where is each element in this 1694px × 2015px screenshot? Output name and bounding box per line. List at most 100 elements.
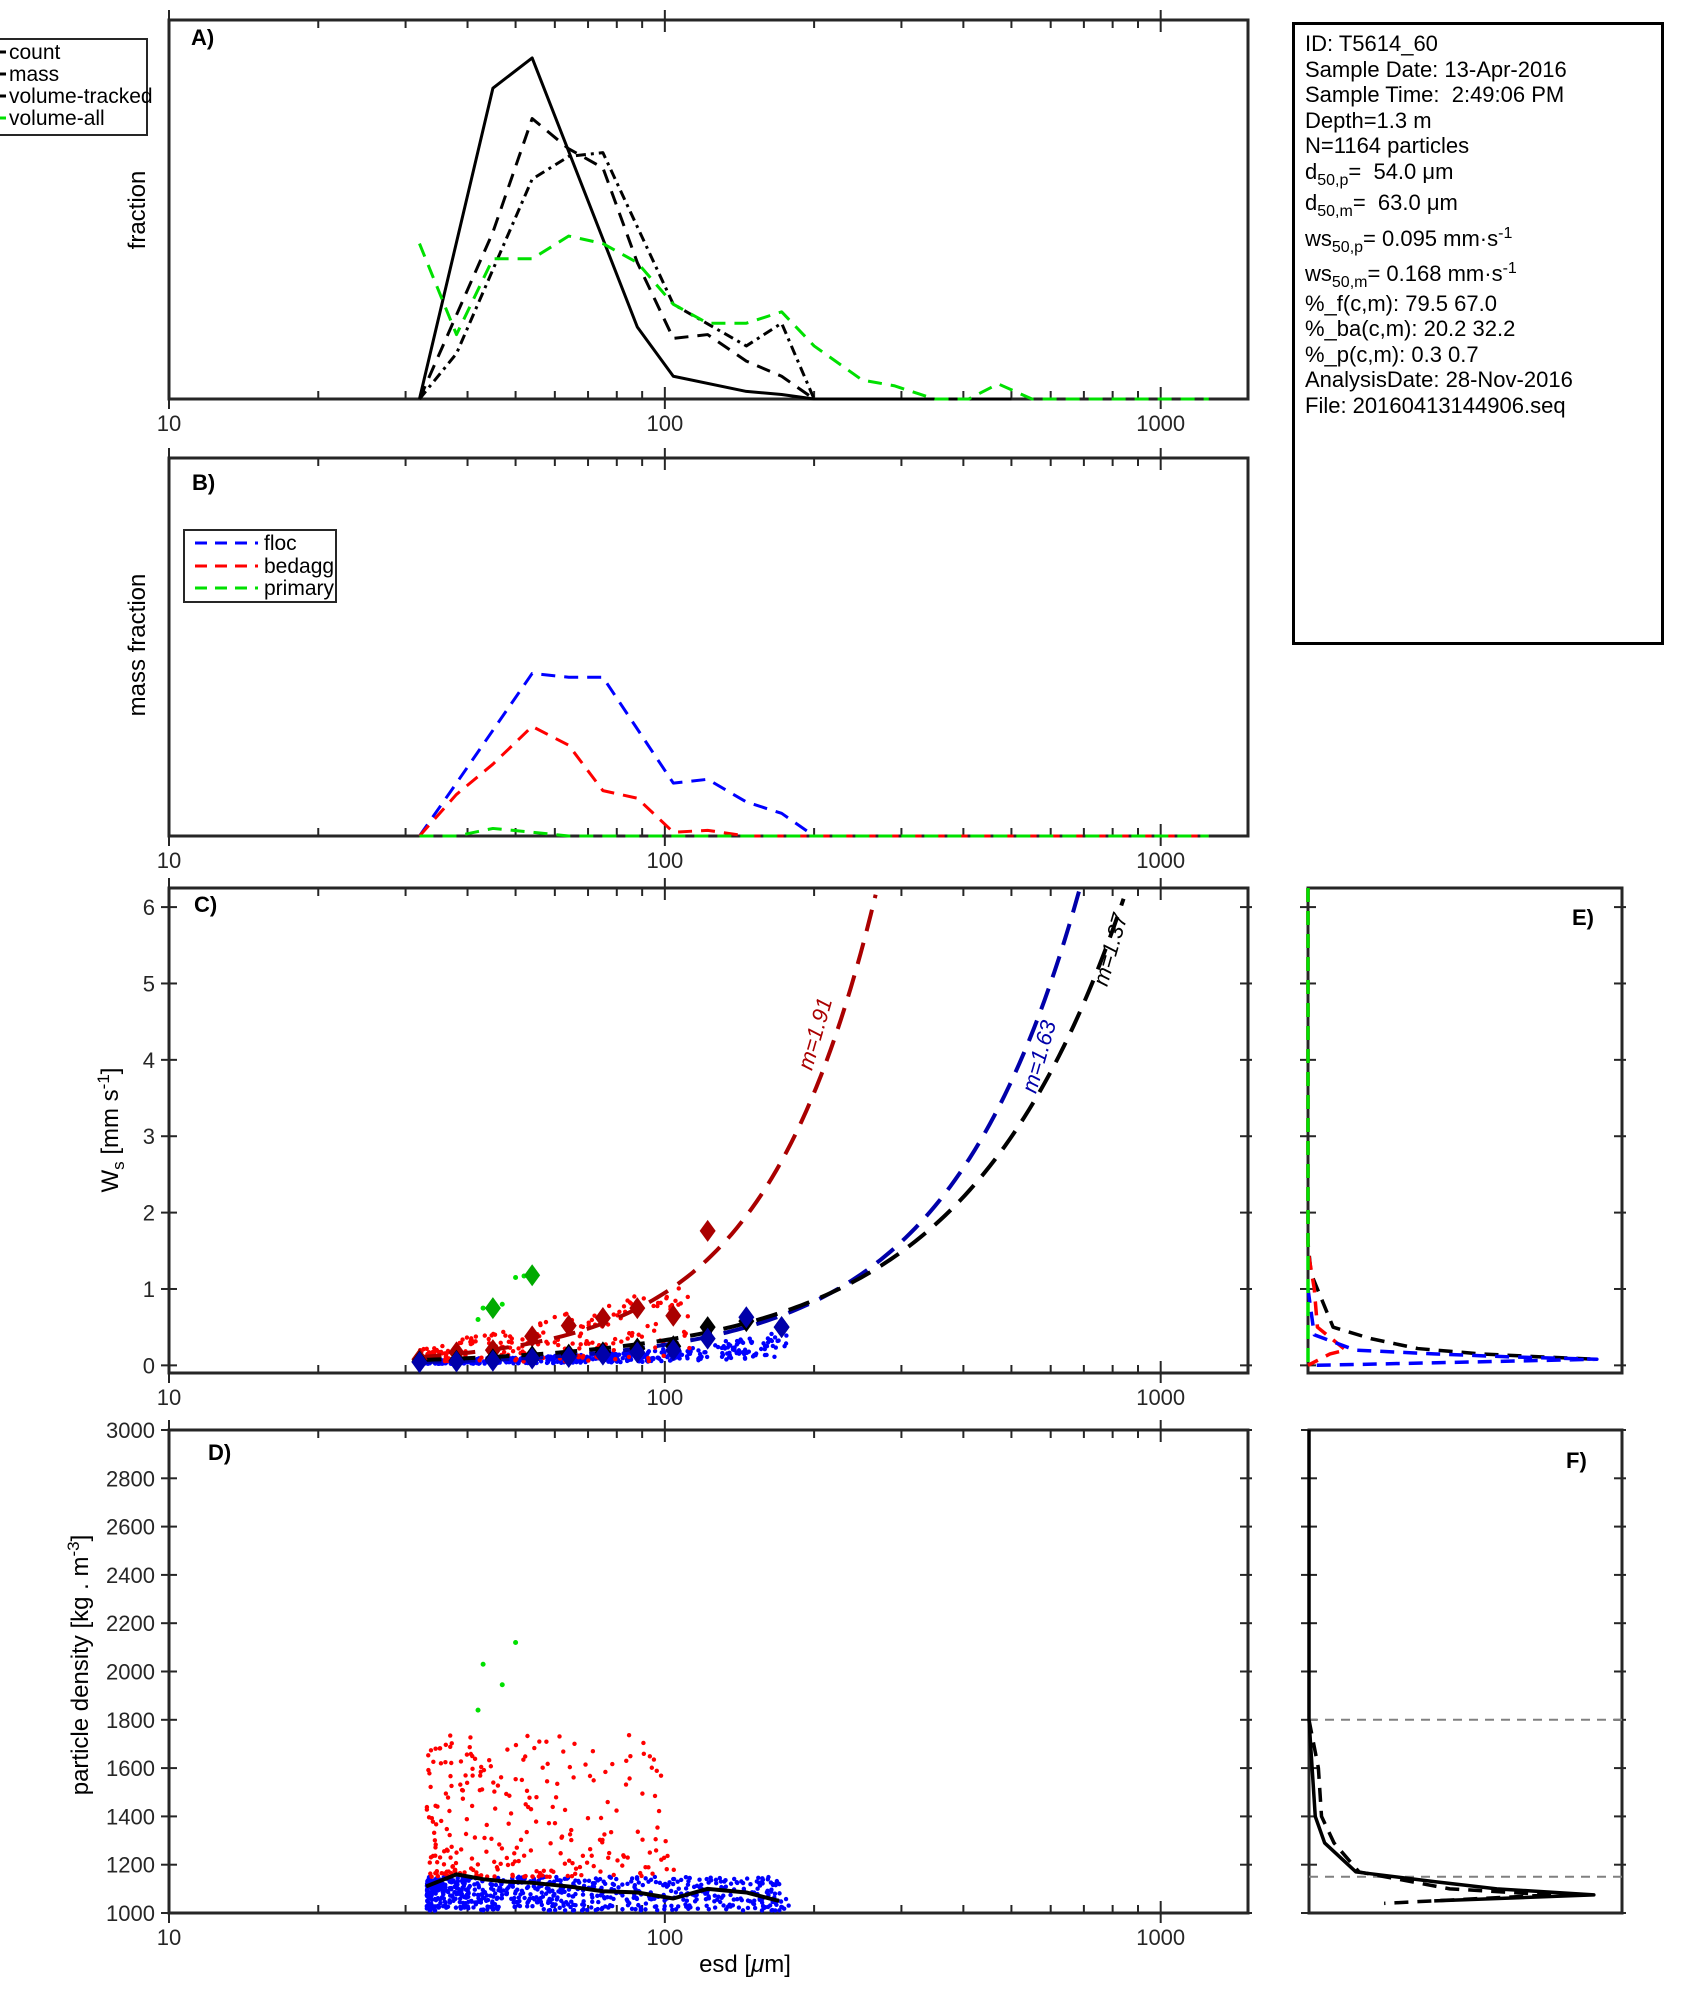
bedagg-point [453, 1860, 459, 1866]
bedagg-point [435, 1804, 440, 1809]
y-tick-label: 1200 [106, 1853, 155, 1878]
panel-d-ylabel: particle density [kg . m-3] [64, 1535, 94, 1796]
bedagg-point [656, 1808, 662, 1814]
bedagg-point [571, 1775, 576, 1780]
floc-point [636, 1902, 641, 1908]
floc-point [581, 1899, 586, 1904]
bedagg-point [449, 1844, 454, 1850]
bedagg-point [495, 1867, 500, 1872]
floc-point [723, 1338, 729, 1344]
floc-point [590, 1880, 596, 1886]
floc-point [736, 1905, 742, 1910]
floc-point [466, 1885, 471, 1891]
bedagg-point [620, 1863, 625, 1868]
binned-mean-marker [665, 1339, 682, 1362]
floc-point [667, 1880, 672, 1885]
series-line-count [1307, 1430, 1596, 1903]
bedagg-point [606, 1850, 612, 1856]
floc-point [686, 1878, 691, 1884]
floc-point [748, 1881, 753, 1887]
floc-point [539, 1902, 545, 1908]
floc-point [629, 1879, 634, 1884]
panel-f-label: F) [1566, 1448, 1587, 1473]
floc-point [684, 1898, 690, 1903]
x-tick-label: 10 [157, 848, 181, 873]
bedagg-point [545, 1341, 550, 1346]
bedagg-point [555, 1781, 560, 1787]
bedagg-point [439, 1871, 444, 1876]
bedagg-point [484, 1822, 489, 1828]
floc-point [653, 1879, 659, 1885]
floc-point [498, 1888, 504, 1894]
panel-f-series [1307, 1430, 1596, 1906]
floc-point [697, 1877, 702, 1882]
floc-point [640, 1359, 645, 1365]
panel-d-frame [167, 1428, 1250, 1915]
floc-point [768, 1889, 774, 1894]
bedagg-point [468, 1341, 474, 1347]
bedagg-point [489, 1836, 494, 1842]
series-line-all [1306, 888, 1597, 1362]
x-tick-label: 1000 [1136, 1385, 1185, 1410]
floc-point [620, 1882, 625, 1887]
floc-point [547, 1907, 553, 1913]
series-line-bedagg [1306, 888, 1348, 1367]
floc-point [752, 1905, 758, 1911]
bedagg-point [589, 1853, 594, 1858]
bedagg-point [650, 1871, 655, 1876]
bedagg-point [431, 1830, 437, 1836]
floc-point [472, 1887, 478, 1892]
floc-point [647, 1896, 653, 1902]
bedagg-point [482, 1835, 487, 1841]
bedagg-point [651, 1757, 657, 1762]
primary-point [480, 1305, 486, 1311]
floc-point [525, 1884, 531, 1889]
bedagg-point [508, 1811, 514, 1816]
y-tick-label: 3000 [106, 1418, 155, 1443]
bedagg-point [437, 1855, 443, 1860]
bedagg-point [553, 1795, 559, 1800]
floc-point [755, 1886, 760, 1891]
floc-point [595, 1906, 600, 1912]
floc-point [428, 1906, 433, 1911]
bedagg-point [577, 1864, 583, 1870]
bedagg-point [447, 1808, 452, 1814]
floc-point [768, 1903, 773, 1908]
bedagg-point [478, 1773, 483, 1778]
y-tick-label: 6 [143, 895, 155, 920]
floc-point [773, 1882, 778, 1888]
floc-point [494, 1896, 499, 1902]
bedagg-point [444, 1826, 450, 1832]
floc-point [675, 1904, 681, 1909]
series-line-count [418, 56, 1012, 401]
floc-point [597, 1876, 603, 1882]
floc-point [459, 1878, 465, 1884]
bedagg-point [528, 1848, 534, 1853]
primary-point [480, 1661, 486, 1667]
floc-point [618, 1359, 623, 1365]
floc-point [433, 1891, 438, 1896]
bedagg-point [624, 1758, 629, 1764]
bedagg-point [591, 1778, 596, 1783]
floc-point [554, 1897, 559, 1902]
bedagg-point [611, 1347, 617, 1353]
floc-point [492, 1891, 498, 1896]
bedagg-point [443, 1759, 448, 1765]
bedagg-point [520, 1337, 525, 1342]
floc-point [489, 1886, 494, 1891]
bedagg-point [655, 1825, 660, 1830]
floc-point [570, 1894, 575, 1899]
info-ws50p: ws50,p= 0.095 mm·s-1 [1305, 224, 1513, 256]
binned-mean-marker [524, 1347, 541, 1370]
binned-mean-marker [594, 1307, 611, 1330]
floc-point [425, 1890, 431, 1896]
floc-point [425, 1887, 430, 1892]
floc-point [624, 1897, 629, 1902]
floc-point [761, 1904, 766, 1910]
floc-point [770, 1907, 775, 1913]
bedagg-point [428, 1855, 434, 1860]
y-tick-label: 3 [143, 1124, 155, 1149]
floc-point [772, 1354, 777, 1359]
panel-e-frame [1306, 886, 1624, 1375]
floc-point [738, 1896, 743, 1901]
